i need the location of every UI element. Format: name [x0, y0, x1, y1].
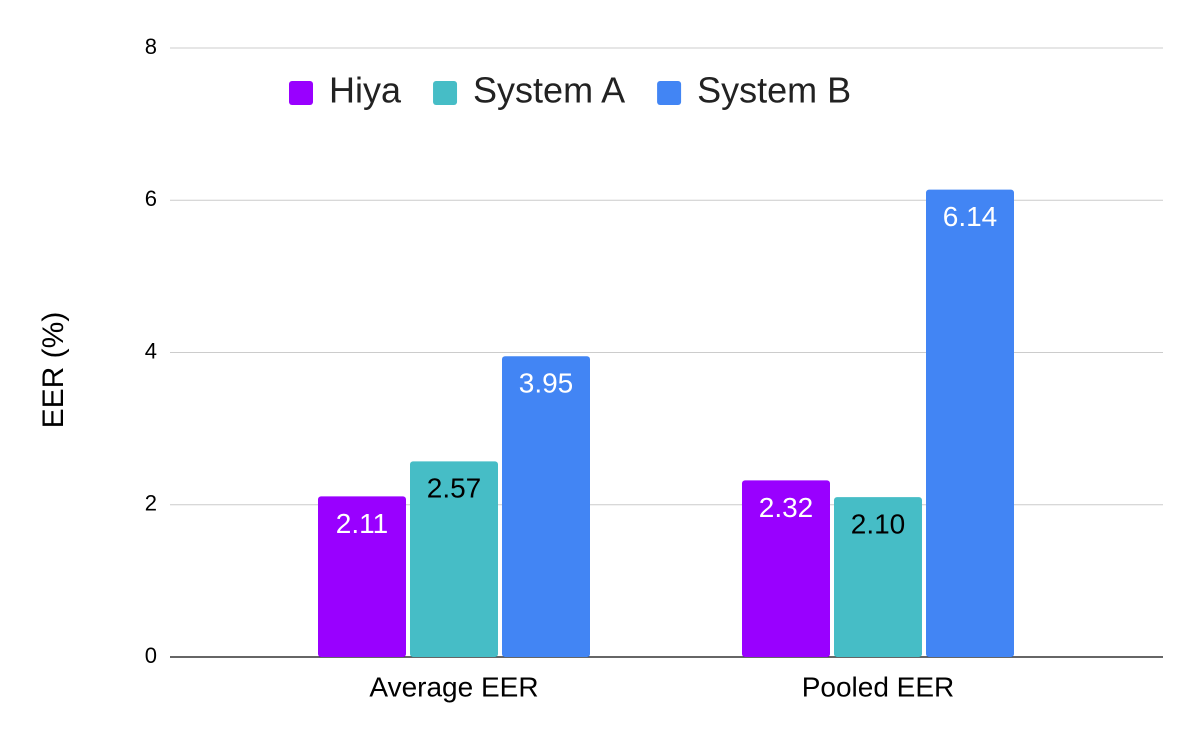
y-axis-title: EER (%) — [37, 312, 70, 429]
legend-label: Hiya — [329, 70, 402, 111]
value-label: 2.57 — [427, 473, 482, 504]
bar — [834, 497, 922, 657]
legend-label: System A — [473, 70, 625, 111]
legend-swatch — [657, 81, 682, 105]
value-label: 6.14 — [943, 201, 998, 232]
y-tick-label: 8 — [145, 34, 157, 59]
y-tick-label: 0 — [145, 643, 157, 668]
bar — [926, 189, 1014, 657]
legend-swatch — [433, 81, 458, 105]
bar — [742, 480, 830, 657]
y-tick-label: 4 — [145, 338, 157, 363]
value-label: 2.11 — [336, 508, 388, 539]
bar — [410, 461, 498, 657]
x-tick-label: Pooled EER — [802, 671, 955, 702]
value-label: 3.95 — [519, 368, 574, 399]
bar — [502, 356, 590, 657]
legend-label: System B — [697, 70, 851, 111]
x-tick-label: Average EER — [369, 671, 538, 702]
value-label: 2.32 — [759, 492, 814, 523]
y-tick-label: 2 — [145, 491, 157, 516]
bar — [318, 496, 406, 657]
y-tick-label: 6 — [145, 186, 157, 211]
legend-swatch — [289, 81, 313, 105]
value-label: 2.10 — [851, 509, 906, 540]
